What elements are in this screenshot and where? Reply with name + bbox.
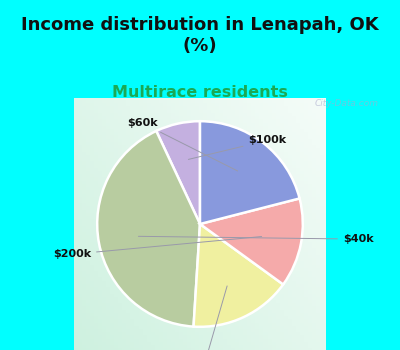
Wedge shape	[194, 224, 283, 327]
Text: $150k: $150k	[186, 286, 227, 350]
Text: $60k: $60k	[127, 118, 238, 171]
Text: Income distribution in Lenapah, OK
(%): Income distribution in Lenapah, OK (%)	[21, 16, 379, 55]
Wedge shape	[200, 121, 300, 224]
Wedge shape	[97, 131, 200, 327]
Wedge shape	[200, 198, 303, 285]
Wedge shape	[156, 121, 200, 224]
Text: $200k: $200k	[53, 237, 262, 259]
Text: $100k: $100k	[188, 135, 286, 159]
Text: City-Data.com: City-Data.com	[314, 99, 378, 107]
Text: $40k: $40k	[138, 234, 374, 244]
Text: Multirace residents: Multirace residents	[112, 85, 288, 100]
